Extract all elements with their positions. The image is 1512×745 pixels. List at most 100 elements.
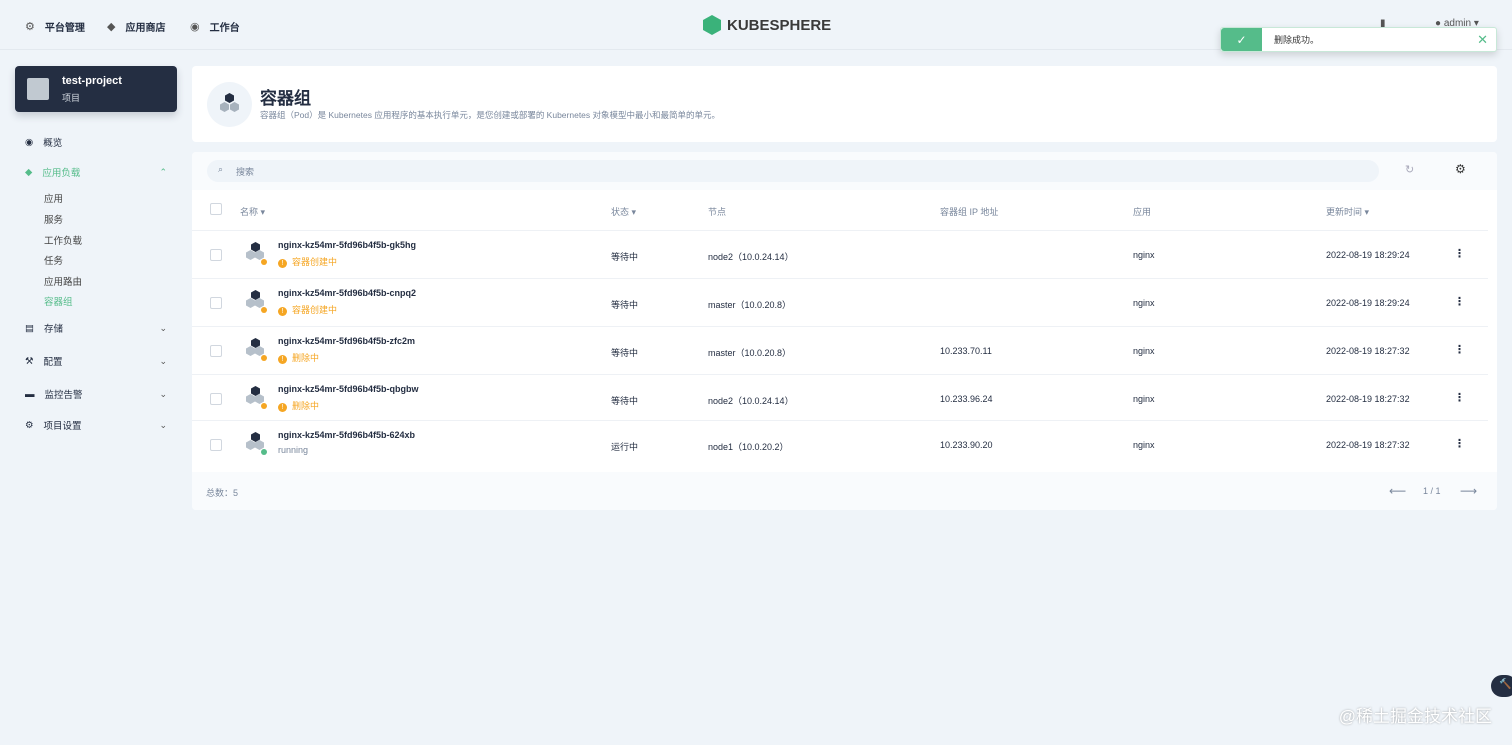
status-dot [261,259,267,265]
pod-updated: 2022-08-19 18:29:24 [1326,250,1410,260]
sidebar-item-overview[interactable]: ◉ 概览 [25,136,63,150]
toast-notification: ✓ 删除成功。 ✕ [1220,27,1497,52]
pod-app[interactable]: nginx [1133,440,1155,450]
logo[interactable]: KUBESPHERE [703,15,831,35]
pod-name-link[interactable]: nginx-kz54mr-5fd96b4f5b-zfc2m [278,336,416,346]
next-page-icon[interactable]: ⟶ [1460,484,1478,498]
table-row[interactable]: nginx-kz54mr-5fd96b4f5b-cnpq2 ! 容器创建中 等待中… [192,278,1488,326]
pod-name-link[interactable]: nginx-kz54mr-5fd96b4f5b-qbgbw [278,384,419,394]
pod-node[interactable]: node2（10.0.24.14） [708,396,794,406]
more-actions-icon[interactable]: ⋮ [1454,438,1465,450]
watermark: @稀土掘金技术社区 [1338,707,1492,726]
column-ip: 容器组 IP 地址 [940,207,999,217]
row-checkbox[interactable] [210,439,222,451]
pod-substatus: running [278,445,309,455]
refresh-icon[interactable]: ↻ [1405,164,1415,176]
pod-substatus: ! 容器创建中 [278,303,337,316]
pod-node[interactable]: master（10.0.20.8） [708,348,792,358]
pod-icon [245,432,267,455]
table-row[interactable]: nginx-kz54mr-5fd96b4f5b-zfc2m ! 删除中 等待中 m… [192,326,1488,374]
pod-ip: 10.233.96.24 [940,394,993,404]
info-icon: ! [278,307,287,316]
pod-icon [245,386,267,409]
table-toolbar: ⌕ 搜索 ↻ ⚙ [192,152,1497,190]
user-menu[interactable]: ● admin ▾ [1435,18,1479,29]
row-checkbox[interactable] [210,345,222,357]
pod-status: 运行中 [611,442,639,452]
settings-icon[interactable]: ⚙ [1455,162,1466,176]
sidebar-sub-pods[interactable]: 容器组 [44,297,73,308]
table-row[interactable]: nginx-kz54mr-5fd96b4f5b-624xb running 运行… [192,420,1488,468]
pod-app[interactable]: nginx [1133,346,1155,356]
prev-page-icon[interactable]: ⟵ [1389,484,1407,498]
table-row[interactable]: nginx-kz54mr-5fd96b4f5b-gk5hg ! 容器创建中 等待中… [192,230,1488,278]
layers-icon: ◆ [25,166,33,178]
info-icon: ! [278,259,287,268]
gear-icon: ⚙ [25,419,34,431]
more-actions-icon[interactable]: ⋮ [1454,248,1465,260]
pod-node[interactable]: master（10.0.20.8） [708,300,792,310]
chevron-down-icon: ⌄ [159,355,167,366]
sidebar-item-monitoring[interactable]: ▬ 监控告警 ⌄ [25,388,167,402]
sidebar-sub-jobs[interactable]: 任务 [44,256,64,267]
pod-ip: 10.233.70.11 [940,346,992,356]
gear-icon: ⚙ [25,21,35,33]
tools-button[interactable]: 🔨 [1491,675,1512,697]
status-dot [261,449,267,455]
pod-name-link[interactable]: nginx-kz54mr-5fd96b4f5b-624xb [278,430,416,440]
table-footer: 总数：5 ⟵ 1 / 1 ⟶ [192,472,1497,510]
column-name[interactable]: 名称 ▾ [240,207,266,217]
pod-node[interactable]: node2（10.0.24.14） [708,252,794,262]
sidebar-item-config[interactable]: ⚒ 配置 ⌄ [25,355,167,369]
pod-app[interactable]: nginx [1133,250,1155,260]
column-status[interactable]: 状态 ▾ [611,207,637,217]
sidebar-item-settings[interactable]: ⚙ 项目设置 ⌄ [25,419,167,433]
dashboard-icon: ◉ [25,136,34,148]
chevron-down-icon: ⌄ [159,322,167,333]
sidebar-sub-services[interactable]: 服务 [44,215,64,226]
table-row[interactable]: nginx-kz54mr-5fd96b4f5b-qbgbw ! 删除中 等待中 n… [192,374,1488,422]
nav-workbench[interactable]: ◉ 工作台 [190,21,240,34]
search-input[interactable]: ⌕ 搜索 [207,160,1379,182]
chevron-down-icon: ⌄ [159,419,167,430]
toast-message: 删除成功。 [1274,35,1320,45]
notification-icon[interactable]: ▮ [1380,18,1386,29]
row-checkbox[interactable] [210,297,222,309]
pod-status: 等待中 [611,396,639,406]
sidebar-item-storage[interactable]: ▤ 存储 ⌄ [25,322,167,336]
pod-status: 等待中 [611,252,639,262]
more-actions-icon[interactable]: ⋮ [1454,344,1465,356]
nav-appstore[interactable]: ◆ 应用商店 [107,21,166,34]
nav-platform[interactable]: ⚙ 平台管理 [25,21,85,34]
chevron-up-icon: ⌃ [159,166,167,177]
more-actions-icon[interactable]: ⋮ [1454,296,1465,308]
pod-name-link[interactable]: nginx-kz54mr-5fd96b4f5b-cnpq2 [278,288,417,298]
close-icon[interactable]: ✕ [1477,31,1488,47]
sidebar-sub-apps[interactable]: 应用 [44,194,64,205]
pod-name-link[interactable]: nginx-kz54mr-5fd96b4f5b-gk5hg [278,240,417,250]
pod-app[interactable]: nginx [1133,394,1155,404]
pod-status: 等待中 [611,348,639,358]
sidebar-sub-ingress[interactable]: 应用路由 [44,277,83,288]
pod-updated: 2022-08-19 18:27:32 [1326,394,1410,404]
sidebar-sub-workloads[interactable]: 工作负载 [44,236,83,247]
column-node: 节点 [708,207,727,217]
search-icon: ⌕ [218,164,224,174]
pod-app[interactable]: nginx [1133,298,1155,308]
row-checkbox[interactable] [210,393,222,405]
project-icon [27,78,49,100]
pod-icon [245,338,267,361]
row-checkbox[interactable] [210,249,222,261]
status-dot [261,355,267,361]
project-selector[interactable]: test-project 项目 [15,66,177,112]
more-actions-icon[interactable]: ⋮ [1454,392,1465,404]
storage-icon: ▤ [25,322,34,334]
column-app: 应用 [1133,207,1152,217]
total-count: 总数：5 [206,488,239,498]
select-all-checkbox[interactable] [210,203,222,215]
sidebar-item-workloads[interactable]: ◆ 应用负载 ⌃ [25,166,167,180]
pod-node[interactable]: node1（10.0.20.2） [708,442,789,452]
column-updated[interactable]: 更新时间 ▾ [1326,207,1370,217]
pods-table: ⌕ 搜索 ↻ ⚙ 名称 ▾ 状态 ▾ 节点 容器组 IP 地址 应用 更新时间 ▾… [192,152,1497,510]
top-nav [0,0,1512,50]
